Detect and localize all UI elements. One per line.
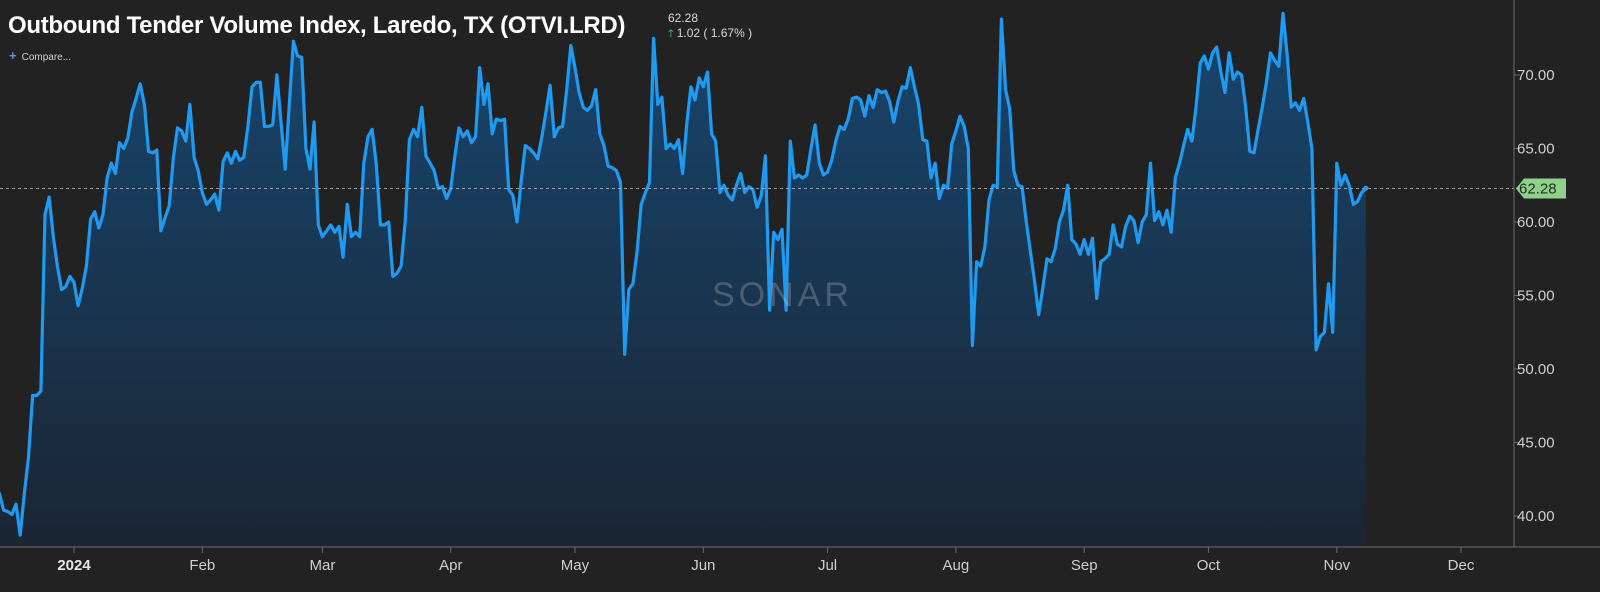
y-tick-label: 70.00 (1517, 67, 1555, 84)
compare-button[interactable]: + Compare... (9, 48, 71, 63)
arrow-up-icon: 🡑 (668, 28, 674, 40)
y-tick-label: 45.00 (1517, 435, 1555, 452)
compare-label: Compare... (21, 52, 72, 63)
x-tick-label: Jun (691, 557, 715, 574)
y-tick-label: 40.00 (1517, 508, 1555, 525)
x-tick-label: 2024 (57, 557, 91, 574)
last-value: 62.28 (668, 11, 699, 25)
y-tick-label: 60.00 (1517, 214, 1555, 231)
x-tick-label: Apr (439, 557, 462, 574)
x-tick-label: May (561, 557, 590, 574)
last-point (1363, 185, 1369, 191)
y-tick-label: 65.00 (1517, 141, 1555, 158)
x-tick-label: Jul (818, 557, 837, 574)
plus-icon: + (9, 48, 17, 63)
series-line[interactable] (0, 11, 1368, 537)
chart-title: Outbound Tender Volume Index, Laredo, TX… (8, 12, 626, 39)
x-tick-label: Oct (1197, 557, 1221, 574)
x-tick-label: Feb (189, 557, 215, 574)
watermark: SONAR (712, 276, 853, 314)
quote-box: 62.28 🡑 1.02 ( 1.67% ) (668, 11, 752, 42)
last-value-tag-label: 62.28 (1519, 180, 1557, 197)
x-tick-label: Mar (309, 557, 335, 574)
x-tick-label: Dec (1448, 557, 1475, 574)
x-tick-label: Nov (1323, 557, 1350, 574)
change-line: 🡑 1.02 ( 1.67% ) (668, 26, 752, 42)
change-value: 1.02 ( 1.67% ) (676, 26, 753, 40)
series-area-fill (0, 13, 1366, 547)
last-value-tag (1516, 178, 1566, 199)
y-tick-label: 50.00 (1517, 361, 1555, 378)
y-tick-label: 55.00 (1517, 288, 1555, 305)
x-tick-label: Sep (1071, 557, 1098, 574)
x-tick-label: Aug (943, 557, 970, 574)
